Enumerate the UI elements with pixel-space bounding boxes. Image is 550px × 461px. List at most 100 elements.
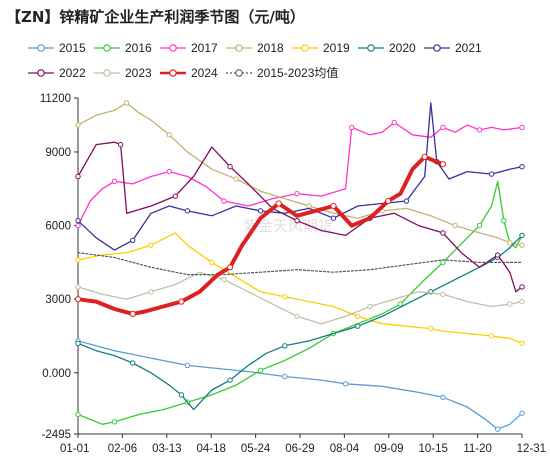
- x-tick-label: 05-24: [241, 443, 271, 455]
- data-point: [221, 198, 227, 204]
- data-point: [507, 301, 513, 307]
- data-point: [209, 259, 215, 266]
- legend-item[interactable]: 2018: [226, 41, 284, 55]
- legend-label: 2016: [125, 41, 152, 55]
- legend-item[interactable]: 2021: [424, 41, 482, 55]
- legend-marker: [103, 69, 111, 77]
- series-2018: [75, 100, 525, 248]
- data-point: [507, 240, 513, 246]
- series-2015-2023均值: [77, 252, 523, 276]
- data-point: [129, 310, 136, 318]
- x-tick-label: 04-18: [196, 443, 225, 455]
- legend-marker: [433, 44, 441, 52]
- y-tick-label: 3000: [45, 294, 71, 306]
- data-point: [519, 298, 525, 305]
- series-line: [77, 102, 523, 246]
- x-tick-label: 01-01: [60, 443, 89, 455]
- data-point: [294, 217, 300, 224]
- data-point: [440, 124, 446, 131]
- data-point: [519, 340, 525, 347]
- data-point: [123, 100, 130, 106]
- data-point: [519, 410, 525, 416]
- data-point: [75, 284, 81, 290]
- series-2022: [75, 141, 525, 293]
- legend-item[interactable]: 2015-2023均值: [226, 65, 338, 80]
- series-line: [77, 252, 523, 276]
- data-point: [275, 200, 282, 207]
- data-point: [355, 313, 361, 320]
- data-point: [488, 171, 495, 177]
- data-point: [75, 173, 81, 180]
- legend-marker: [103, 44, 111, 52]
- data-point: [178, 392, 185, 398]
- legend-label: 2015: [59, 41, 86, 55]
- data-point: [111, 178, 118, 185]
- y-tick-label: 11200: [40, 93, 71, 105]
- data-point: [421, 153, 428, 160]
- data-point: [130, 360, 136, 366]
- data-point: [130, 237, 136, 244]
- series-2017: [75, 119, 525, 229]
- data-point: [440, 259, 446, 266]
- data-point: [519, 242, 525, 248]
- legend-item[interactable]: 2019: [292, 41, 350, 55]
- legend-item[interactable]: 2015: [28, 41, 86, 55]
- data-point: [519, 232, 525, 239]
- data-point: [397, 301, 404, 307]
- data-point: [519, 163, 525, 170]
- data-point: [227, 377, 233, 383]
- legend-label: 2015-2023均值: [257, 65, 338, 80]
- series-line: [77, 271, 523, 325]
- data-point: [488, 333, 495, 339]
- legend-label: 2017: [191, 41, 218, 55]
- data-point: [117, 141, 124, 148]
- y-tick-label: 9000: [45, 147, 71, 159]
- data-point: [501, 217, 507, 224]
- data-point: [75, 222, 81, 229]
- data-point: [226, 264, 234, 271]
- legend: 2015 2016 2017 2018 2019 2020 2021 2022 2023 2024…: [28, 41, 482, 80]
- data-point: [148, 289, 154, 295]
- watermark: 紫金天风期货: [243, 217, 333, 235]
- data-point: [221, 276, 227, 283]
- data-point: [233, 176, 239, 182]
- data-point: [348, 124, 355, 131]
- series-line: [76, 154, 445, 316]
- data-point: [75, 122, 81, 128]
- legend-marker: [169, 44, 177, 52]
- plot-area: [74, 100, 525, 432]
- data-point: [330, 215, 337, 221]
- legend-item[interactable]: 2016: [94, 41, 152, 55]
- series-2023: [75, 271, 525, 325]
- legend-item[interactable]: 2020: [358, 41, 416, 55]
- y-tick-label: -2495: [42, 429, 71, 441]
- legend-marker: [301, 44, 309, 52]
- legend-item[interactable]: 2017: [160, 41, 218, 55]
- legend-label: 2021: [455, 41, 482, 55]
- x-tick-label: 12-31: [517, 443, 546, 455]
- x-tick-label: 10-15: [418, 443, 447, 455]
- legend-label: 2023: [125, 66, 152, 80]
- y-tick-label: 0.000: [42, 368, 71, 380]
- data-point: [403, 198, 410, 204]
- x-tick-label: 08-04: [330, 443, 360, 455]
- data-point: [148, 242, 154, 248]
- legend-item[interactable]: 2022: [28, 66, 86, 80]
- data-point: [306, 203, 312, 209]
- data-point: [391, 119, 397, 126]
- legend-label: 2022: [59, 66, 86, 80]
- data-point: [172, 193, 179, 199]
- series-line: [77, 232, 523, 344]
- legend-item[interactable]: 2023: [94, 66, 152, 80]
- data-point: [257, 208, 264, 214]
- x-tick-label: 09-09: [374, 443, 403, 455]
- data-point: [440, 291, 446, 297]
- series-line: [77, 102, 523, 251]
- legend-marker: [37, 44, 45, 52]
- legend-item[interactable]: 2024: [160, 66, 218, 80]
- data-point: [166, 132, 172, 138]
- data-point: [166, 168, 172, 175]
- legend-marker: [169, 69, 177, 77]
- data-point: [519, 124, 525, 131]
